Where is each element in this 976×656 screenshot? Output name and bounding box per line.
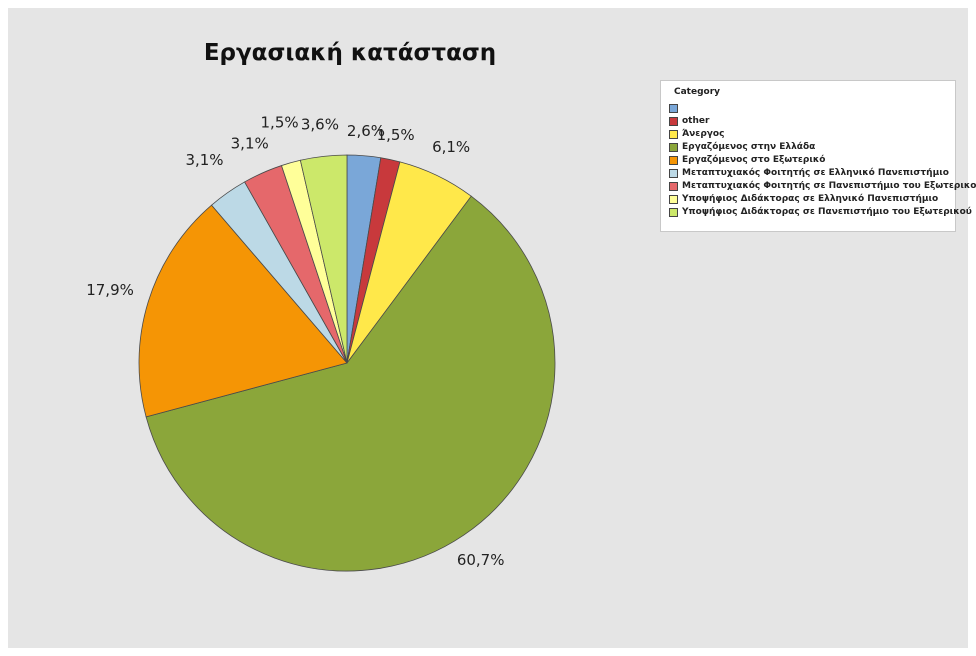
pie-slice [138,204,348,418]
slice-value-label: 3,6% [301,116,339,134]
legend-label: Υποψήφιος Διδάκτορας σε Πανεπιστήμιο του… [682,207,972,217]
slice-value-label: 3,1% [231,135,269,153]
legend-item [669,102,682,114]
legend-item: Εργαζόμενος στο Εξωτερικό [669,154,825,166]
slice-value-label: 1,5% [377,126,415,144]
legend-label: Μεταπτυχιακός Φοιτητής σε Ελληνικό Πανεπ… [682,168,949,178]
slice-value-label: 3,1% [185,151,223,169]
slice-value-label: 60,7% [457,551,505,569]
slice-value-label: 2,6% [347,122,385,140]
pie-slice [299,154,348,364]
legend-swatch [669,194,678,204]
legend-swatch [669,129,678,139]
legend-swatch [669,181,678,191]
chart-title: Εργασιακή κατάσταση [203,40,497,66]
legend-item: other [669,115,709,127]
legend-label: Εργαζόμενος στην Ελλάδα [682,142,816,152]
legend-item: Μεταπτυχιακός Φοιτητής σε Ελληνικό Πανεπ… [669,167,949,179]
legend-swatch [669,116,678,126]
legend-item: Άνεργος [669,128,724,140]
legend-label: Εργαζόμενος στο Εξωτερικό [682,155,826,165]
legend-label: Υποψήφιος Διδάκτορας σε Ελληνικό Πανεπισ… [682,194,939,204]
legend-swatch [669,103,678,113]
slice-value-label: 1,5% [261,113,299,131]
pie-slice [145,195,556,572]
legend-title: Category [674,87,721,97]
legend-item: Εργαζόμενος στην Ελλάδα [669,141,815,153]
legend-item: Υποψήφιος Διδάκτορας σε Ελληνικό Πανεπισ… [669,193,938,205]
legend-swatch [669,168,678,178]
legend-swatch [669,155,678,165]
legend-item: Υποψήφιος Διδάκτορας σε Πανεπιστήμιο του… [669,206,972,218]
legend: Category other Άνεργος Εργαζόμενος στην Ελ… [660,80,976,232]
legend-item: Μεταπτυχιακός Φοιτητής σε Πανεπιστήμιο τ… [669,180,976,192]
legend-swatch [669,207,678,217]
legend-swatch [669,142,678,152]
legend-label: Άνεργος [682,129,725,139]
slice-value-label: 17,9% [86,281,134,299]
legend-label: other [682,116,710,126]
slice-value-label: 6,1% [432,138,470,156]
legend-label: Μεταπτυχιακός Φοιτητής σε Πανεπιστήμιο τ… [682,181,976,191]
